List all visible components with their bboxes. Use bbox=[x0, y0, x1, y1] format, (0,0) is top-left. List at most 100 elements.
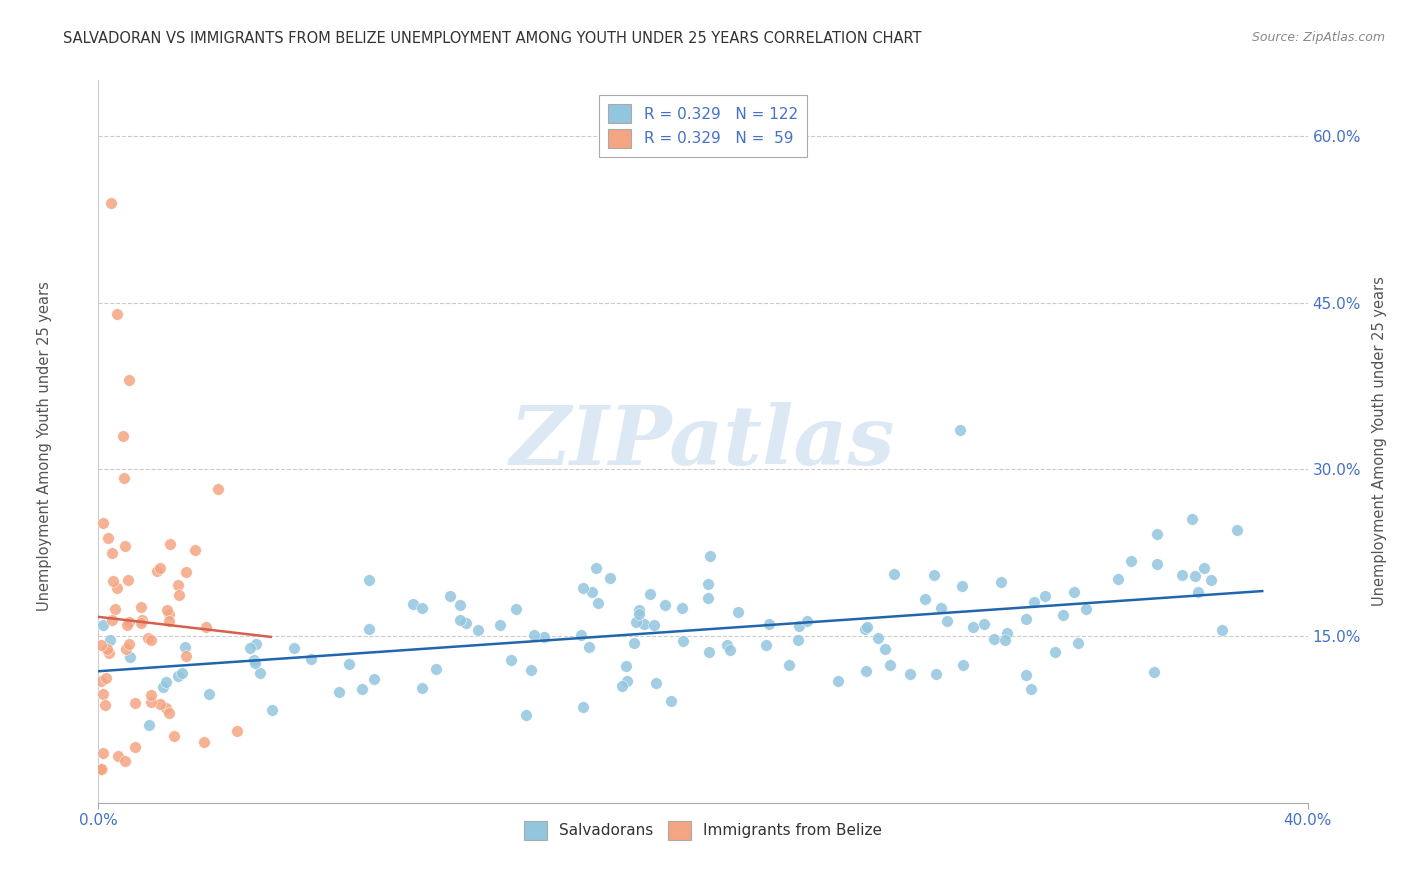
Point bbox=[614, 658, 637, 673]
Point bbox=[100, 613, 122, 627]
Point bbox=[533, 630, 555, 644]
Point bbox=[1033, 590, 1056, 604]
Point bbox=[157, 607, 180, 621]
Point bbox=[578, 640, 600, 654]
Point bbox=[627, 603, 650, 617]
Point bbox=[90, 638, 112, 652]
Point bbox=[699, 549, 721, 563]
Point bbox=[117, 573, 139, 587]
Point bbox=[1194, 561, 1216, 575]
Point bbox=[357, 622, 380, 636]
Point bbox=[136, 632, 159, 646]
Point bbox=[572, 582, 595, 596]
Point bbox=[98, 646, 121, 660]
Point bbox=[898, 667, 921, 681]
Point bbox=[1211, 623, 1233, 637]
Point bbox=[411, 681, 433, 696]
Point bbox=[914, 592, 936, 607]
Point bbox=[283, 640, 305, 655]
Point bbox=[98, 633, 121, 648]
Point bbox=[100, 195, 122, 210]
Point bbox=[146, 564, 169, 578]
Point bbox=[1063, 585, 1085, 599]
Point bbox=[155, 675, 177, 690]
Point bbox=[1146, 557, 1168, 571]
Point bbox=[581, 585, 603, 599]
Point bbox=[866, 632, 889, 646]
Point bbox=[402, 597, 425, 611]
Point bbox=[141, 632, 163, 647]
Point bbox=[628, 607, 651, 621]
Point bbox=[929, 601, 952, 615]
Point bbox=[922, 568, 945, 582]
Point bbox=[118, 373, 141, 387]
Point bbox=[94, 698, 117, 712]
Point bbox=[149, 560, 172, 574]
Point bbox=[103, 574, 125, 589]
Point bbox=[994, 632, 1017, 647]
Point bbox=[515, 707, 537, 722]
Point bbox=[1067, 636, 1090, 650]
Point bbox=[91, 763, 114, 777]
Point bbox=[101, 546, 124, 560]
Point bbox=[449, 598, 471, 612]
Point bbox=[755, 638, 778, 652]
Point bbox=[644, 676, 666, 690]
Point bbox=[654, 598, 676, 612]
Text: Source: ZipAtlas.com: Source: ZipAtlas.com bbox=[1251, 31, 1385, 45]
Point bbox=[242, 653, 264, 667]
Point bbox=[949, 424, 972, 438]
Point bbox=[1076, 602, 1098, 616]
Point bbox=[174, 566, 197, 580]
Point bbox=[91, 687, 114, 701]
Point bbox=[131, 599, 153, 614]
Point bbox=[883, 566, 905, 581]
Point bbox=[696, 576, 718, 591]
Point bbox=[152, 680, 174, 694]
Point bbox=[115, 641, 138, 656]
Point bbox=[659, 694, 682, 708]
Point bbox=[586, 596, 609, 610]
Point bbox=[1019, 681, 1042, 696]
Point bbox=[226, 723, 249, 738]
Point bbox=[363, 672, 385, 686]
Point bbox=[827, 673, 849, 688]
Point bbox=[262, 703, 284, 717]
Point bbox=[879, 658, 901, 673]
Point bbox=[157, 614, 180, 628]
Point bbox=[114, 539, 136, 553]
Point bbox=[439, 589, 461, 603]
Point bbox=[174, 648, 197, 663]
Point bbox=[697, 591, 720, 606]
Point bbox=[786, 632, 808, 647]
Point bbox=[159, 537, 181, 551]
Point bbox=[727, 605, 749, 619]
Point bbox=[193, 734, 215, 748]
Point bbox=[138, 718, 160, 732]
Point bbox=[585, 561, 607, 575]
Legend: Salvadorans, Immigrants from Belize: Salvadorans, Immigrants from Belize bbox=[517, 815, 889, 846]
Point bbox=[1171, 568, 1194, 582]
Point bbox=[449, 613, 471, 627]
Point bbox=[129, 616, 152, 631]
Point bbox=[672, 633, 695, 648]
Point bbox=[139, 688, 162, 702]
Point bbox=[170, 666, 193, 681]
Point bbox=[124, 740, 146, 755]
Point bbox=[935, 614, 957, 628]
Point bbox=[245, 657, 267, 671]
Point bbox=[245, 636, 267, 650]
Point bbox=[111, 429, 134, 443]
Point bbox=[118, 615, 141, 629]
Point bbox=[174, 640, 197, 654]
Point bbox=[197, 687, 219, 701]
Point bbox=[778, 657, 800, 672]
Point bbox=[983, 632, 1005, 646]
Point bbox=[505, 601, 527, 615]
Point bbox=[90, 763, 112, 777]
Point bbox=[124, 696, 146, 710]
Point bbox=[1121, 554, 1143, 568]
Point bbox=[787, 618, 810, 632]
Point bbox=[523, 628, 546, 642]
Point bbox=[104, 602, 127, 616]
